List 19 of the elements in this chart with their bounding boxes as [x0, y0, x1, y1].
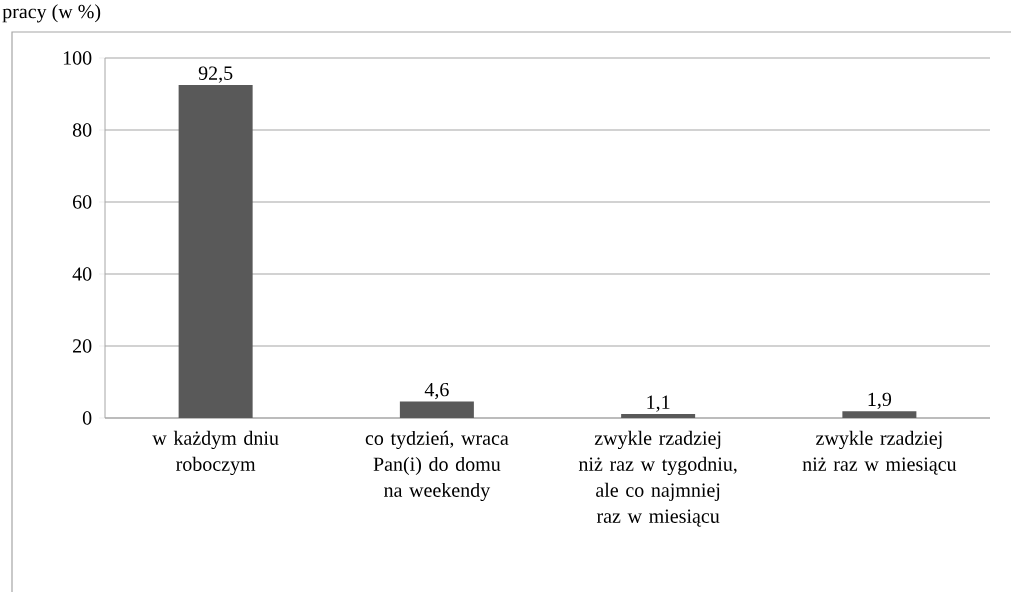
bar	[842, 411, 917, 418]
data-label: 4,6	[424, 382, 449, 400]
y-tick-label: 40	[72, 267, 92, 281]
y-tick-label: 100	[63, 51, 92, 65]
x-tick-label: w każdym dniu roboczym	[152, 430, 279, 476]
data-label: 1,1	[647, 395, 670, 412]
x-tick-label: zwykle rzadziej niż raz w tygodniu, ale co najmniej raz w miesiącu	[578, 430, 737, 527]
chart-title: pracy (w %)	[2, 4, 101, 23]
bar	[621, 414, 696, 418]
x-tick-label: co tydzień, wraca Pan(i) do domu na weekendy	[365, 430, 509, 502]
bar	[399, 401, 474, 418]
y-tick-label: 0	[82, 411, 92, 425]
bar	[178, 85, 253, 418]
data-label: 92,5	[198, 66, 233, 83]
y-tick-label: 80	[72, 123, 92, 137]
y-tick-label: 20	[73, 339, 92, 353]
y-tick-label: 60	[73, 195, 92, 209]
data-label: 1,9	[868, 392, 892, 409]
x-tick-label: zwykle rzadziej niż raz w miesiącu	[802, 430, 957, 475]
